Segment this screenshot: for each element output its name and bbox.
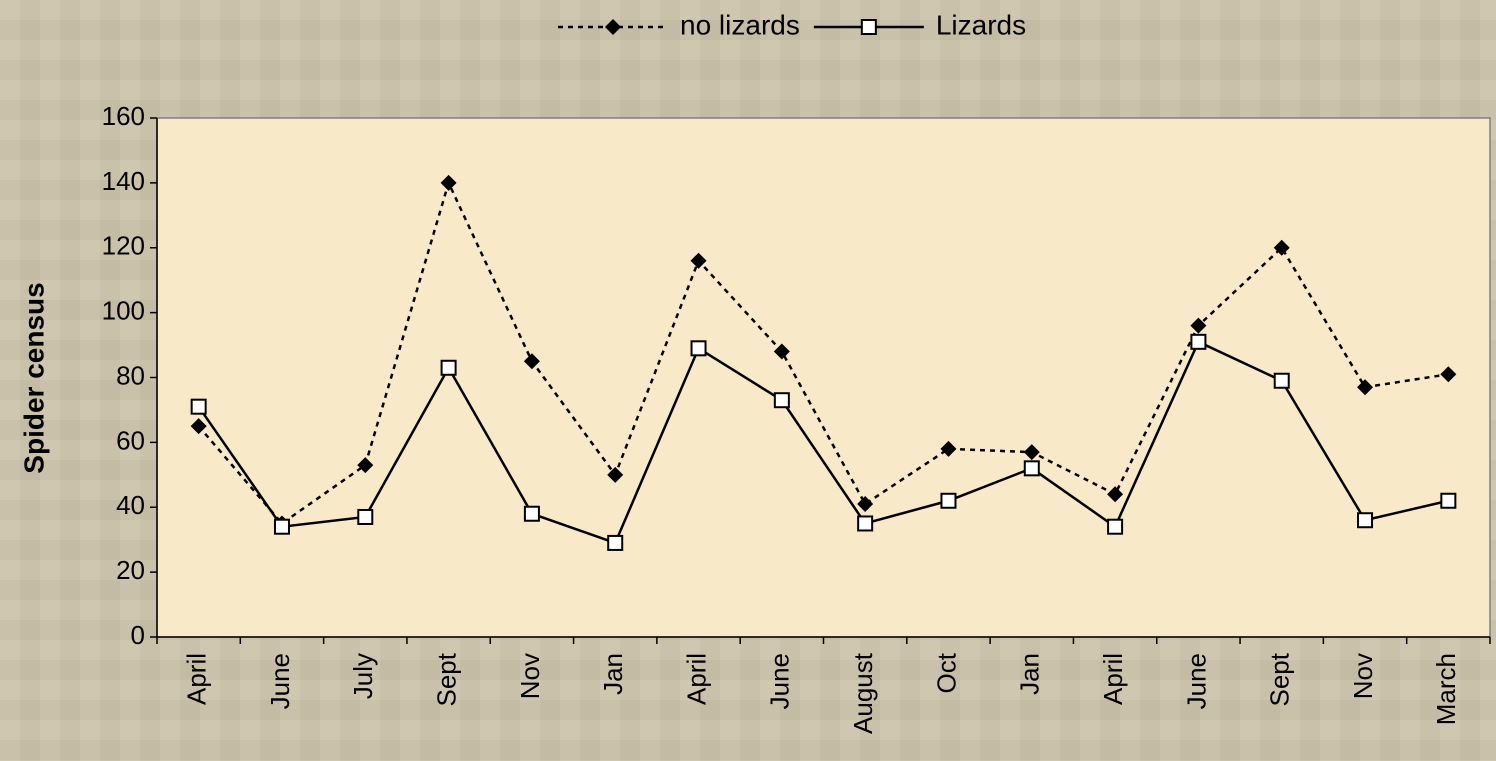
x-tick-label: June xyxy=(1181,653,1211,709)
data-point xyxy=(1107,486,1124,503)
data-point xyxy=(1273,372,1290,389)
x-tick-label: August xyxy=(848,652,878,734)
x-tick-label: July xyxy=(348,653,378,699)
y-axis-label: Spider census xyxy=(18,282,49,473)
data-point xyxy=(357,508,374,525)
x-tick-label: Sept xyxy=(431,652,461,706)
y-tick-label: 120 xyxy=(102,231,145,261)
data-point xyxy=(773,343,790,360)
data-point xyxy=(1023,444,1040,461)
x-tick-label: Oct xyxy=(931,652,961,693)
data-point xyxy=(1357,512,1374,529)
y-tick-label: 100 xyxy=(102,296,145,326)
data-point xyxy=(357,457,374,474)
legend-label: no lizards xyxy=(680,9,800,40)
x-tick-label: April xyxy=(681,653,711,705)
data-point xyxy=(440,174,457,191)
y-tick-label: 20 xyxy=(116,555,145,585)
y-tick-label: 40 xyxy=(116,490,145,520)
data-point xyxy=(523,505,540,522)
x-tick-label: Jan xyxy=(1015,653,1045,695)
data-point xyxy=(940,492,957,509)
data-point xyxy=(1190,317,1207,334)
data-point xyxy=(190,398,207,415)
plot-area xyxy=(156,117,1491,638)
data-point xyxy=(940,440,957,457)
data-point xyxy=(440,359,457,376)
y-tick-label: 0 xyxy=(131,620,145,650)
y-tick-label: 60 xyxy=(116,425,145,455)
data-point xyxy=(1440,492,1457,509)
x-tick-label: Nov xyxy=(1348,653,1378,699)
data-point xyxy=(773,392,790,409)
y-tick-label: 160 xyxy=(102,101,145,131)
legend-marker xyxy=(605,19,621,35)
x-tick-label: Nov xyxy=(515,653,545,699)
data-point xyxy=(1190,333,1207,350)
x-tick-label: Sept xyxy=(1265,652,1295,706)
series-line xyxy=(197,179,1449,526)
data-point xyxy=(190,418,207,435)
series-line xyxy=(197,340,1449,545)
data-point xyxy=(1023,460,1040,477)
x-tick-label: June xyxy=(265,653,295,709)
data-point xyxy=(690,252,707,269)
x-tick-label: April xyxy=(182,653,212,705)
legend-marker xyxy=(860,19,877,35)
data-point xyxy=(523,353,540,370)
data-point xyxy=(1107,518,1124,535)
data-point xyxy=(607,466,624,483)
x-tick-label: April xyxy=(1098,653,1128,705)
data-point xyxy=(607,534,624,551)
data-point xyxy=(1440,366,1457,383)
x-tick-label: Jan xyxy=(598,653,628,695)
x-tick-label: June xyxy=(765,653,795,709)
data-point xyxy=(857,515,874,532)
y-tick-label: 80 xyxy=(116,360,145,390)
x-tick-label: March xyxy=(1431,653,1461,725)
data-point xyxy=(273,518,290,535)
data-point xyxy=(1357,379,1374,396)
data-point xyxy=(1273,239,1290,256)
data-point xyxy=(857,496,874,513)
data-point xyxy=(690,340,707,357)
y-tick-label: 140 xyxy=(102,166,145,196)
legend-label: Lizards xyxy=(936,9,1026,40)
